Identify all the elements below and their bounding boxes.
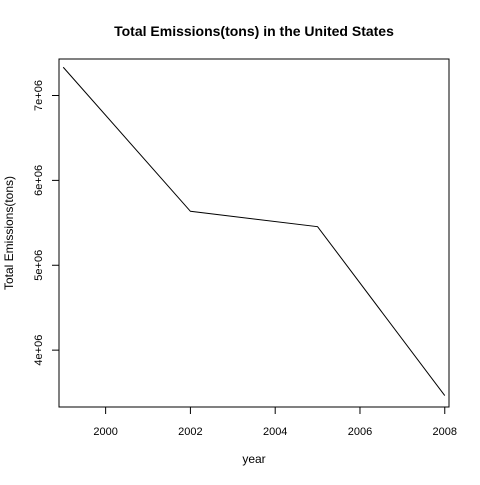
series-layer: [62, 66, 446, 396]
x-axis: 2000 2002 2004 2006 2008: [93, 406, 457, 438]
x-tick-label: 2000: [93, 426, 117, 438]
x-axis-label: year: [242, 452, 265, 466]
y-tick-label: 7e+06: [33, 80, 45, 111]
series-line: [62, 66, 446, 396]
y-tick-label: 4e+06: [33, 335, 45, 366]
x-tick-label: 2002: [178, 426, 202, 438]
x-tick-label: 2006: [348, 426, 372, 438]
y-axis: 4e+06 5e+06 6e+06 7e+06: [33, 80, 60, 366]
x-tick-label: 2004: [263, 426, 287, 438]
y-tick-label: 5e+06: [33, 250, 45, 281]
y-tick-label: 6e+06: [33, 165, 45, 196]
y-axis-label: Total Emissions(tons): [2, 176, 16, 290]
chart-title: Total Emissions(tons) in the United Stat…: [114, 23, 394, 39]
x-tick-label: 2008: [433, 426, 457, 438]
